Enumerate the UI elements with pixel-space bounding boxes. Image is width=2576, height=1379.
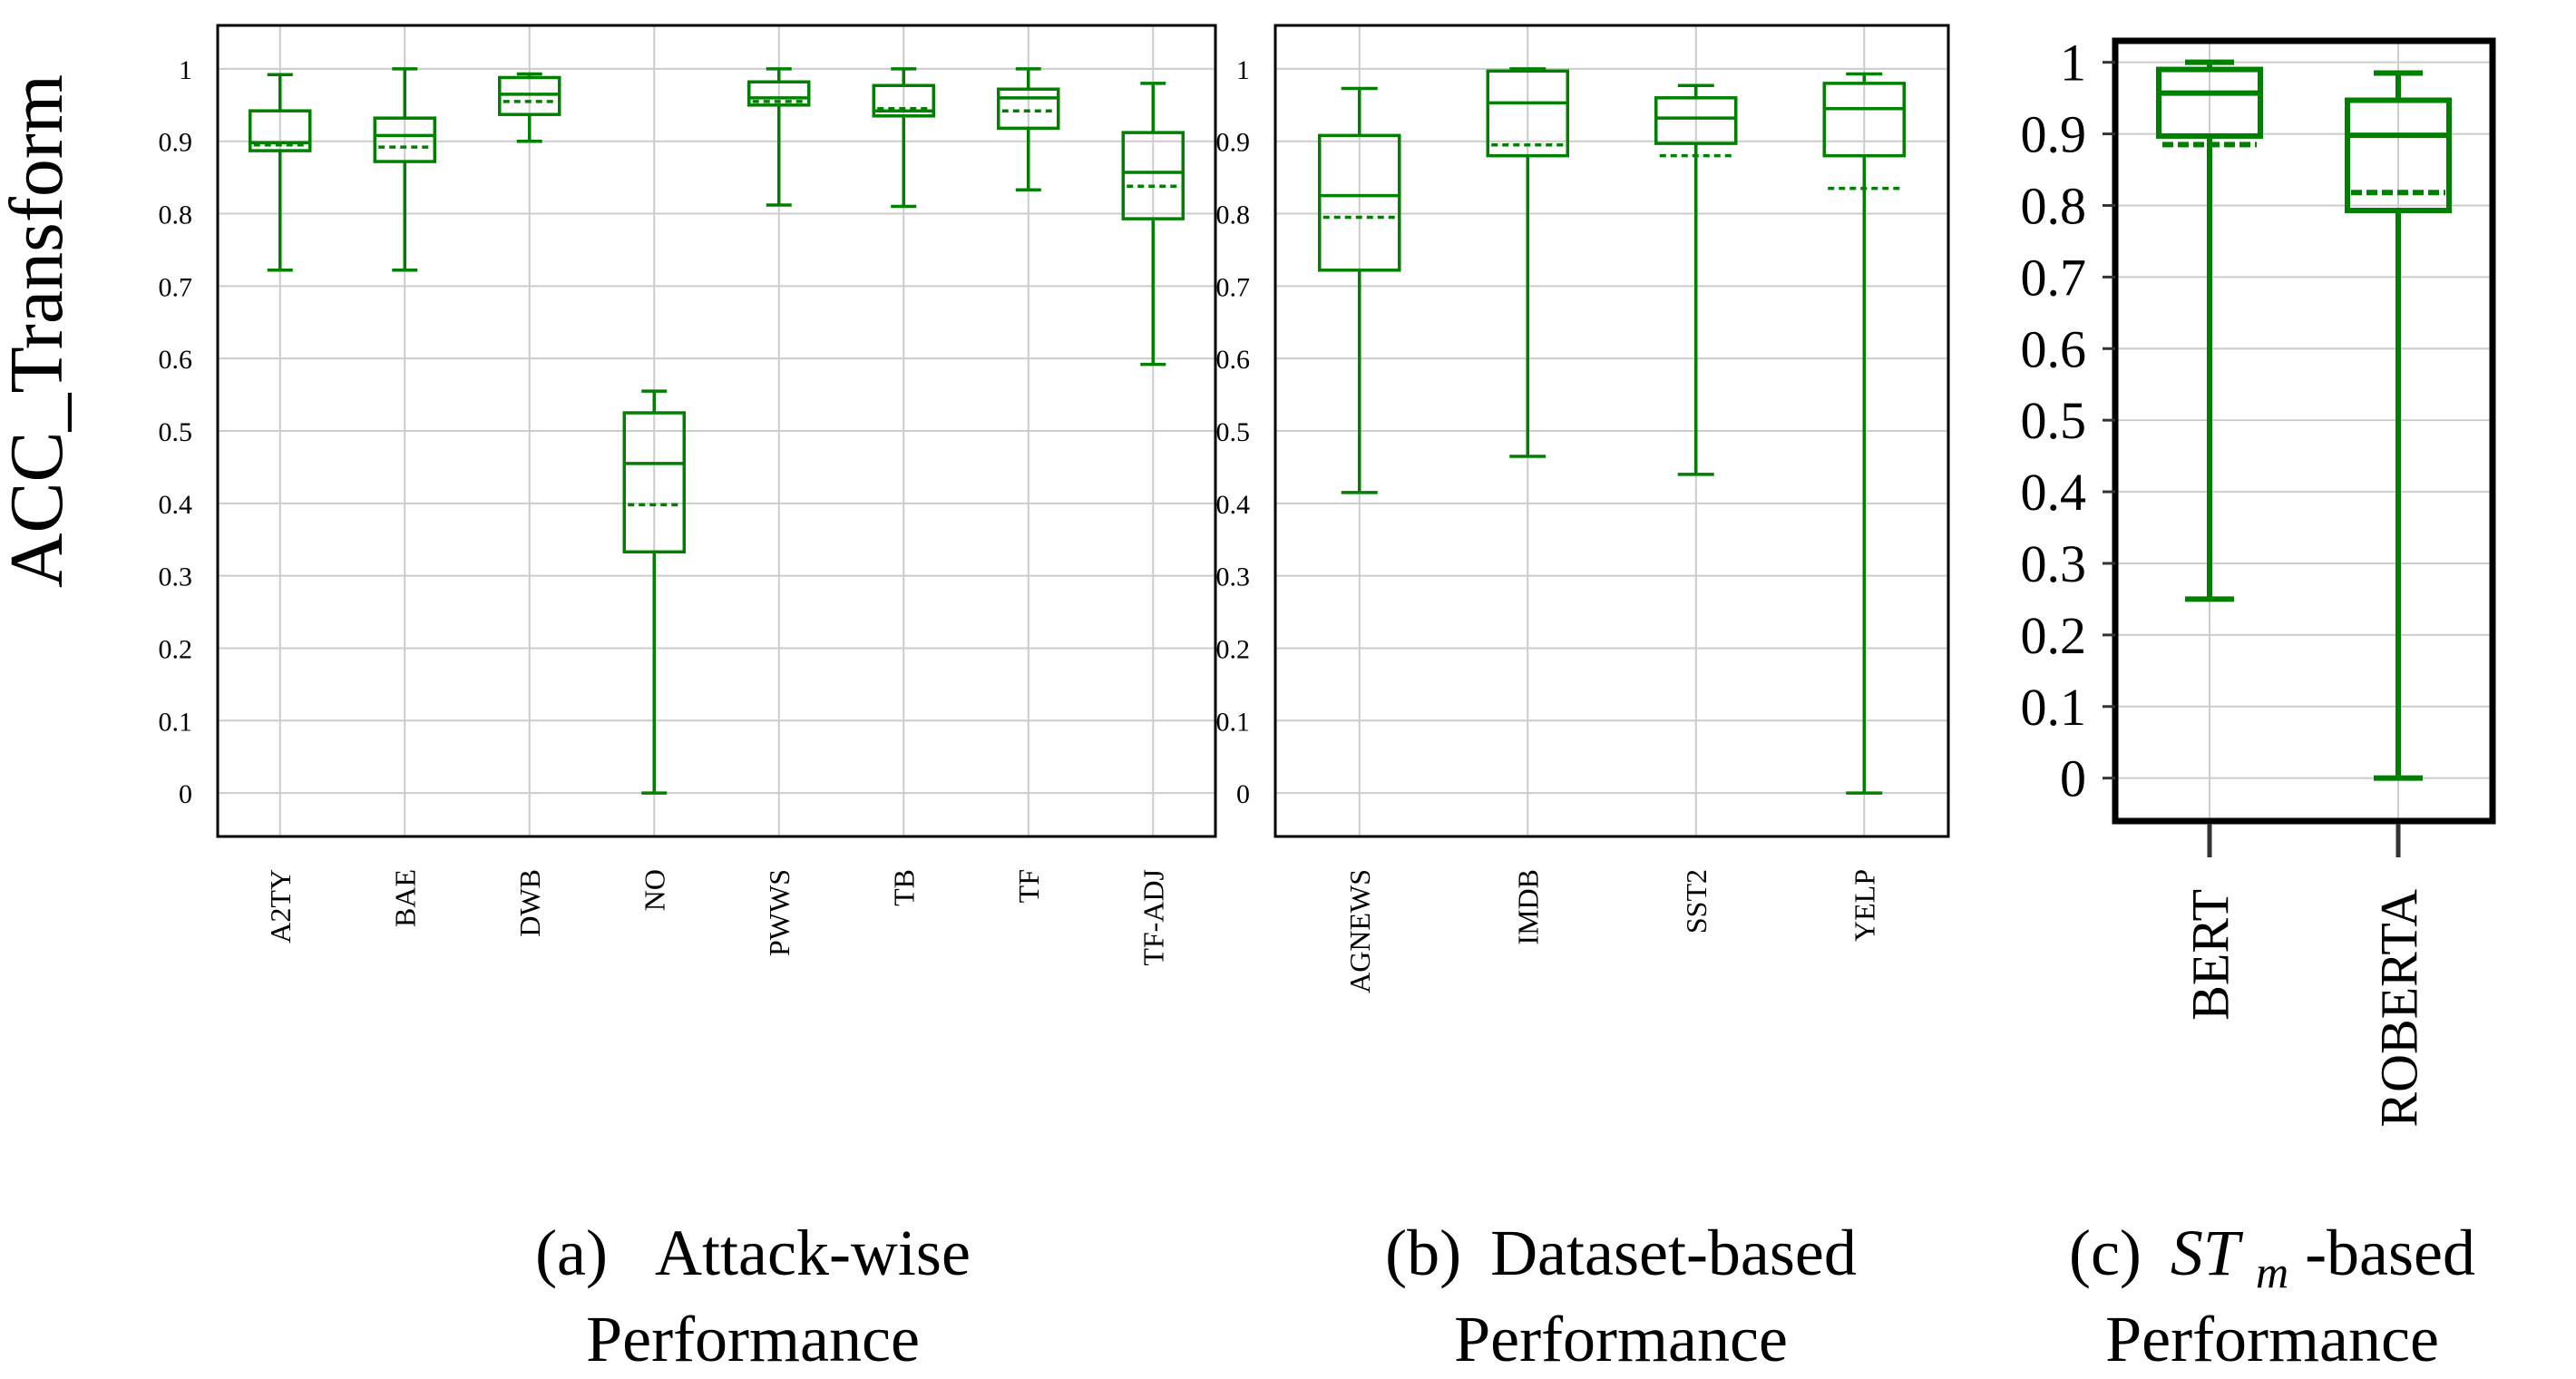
panel-a-ytick-label-3: 0.3 bbox=[159, 562, 193, 592]
panel-c-ytick-label-6: 0.6 bbox=[2021, 319, 2087, 378]
panel-c-category-label-1: ROBERTA bbox=[2369, 889, 2428, 1128]
panel-c-frame bbox=[2112, 37, 2496, 825]
panel-a-ytick-label-0: 0 bbox=[179, 779, 192, 809]
panel-a-category-label-4: PWWS bbox=[763, 869, 795, 956]
panel-b-frame bbox=[1273, 24, 1950, 838]
panel-a-box-group-0 bbox=[249, 73, 312, 272]
panel-b-ytick-label-3: 0.3 bbox=[1216, 562, 1251, 592]
panel-b-category-label-0: AGNEWS bbox=[1343, 869, 1376, 993]
panel-b-box-group-3 bbox=[1822, 72, 1906, 795]
panel-a-box-group-1 bbox=[373, 67, 436, 272]
panel-b-imdb-iqr-box bbox=[1486, 69, 1569, 158]
caption-c-suffix: -based bbox=[2305, 1217, 2475, 1289]
panel-c-box-group-1 bbox=[2345, 70, 2452, 781]
panel-c-ytick-label-10: 1 bbox=[2060, 34, 2086, 93]
panel-a-category-label-7: TF-ADJ bbox=[1137, 869, 1169, 966]
panel-a-frame bbox=[216, 24, 1217, 838]
panel-b-ytick-label-7: 0.7 bbox=[1216, 272, 1251, 302]
panel-b-sst2-iqr-box bbox=[1654, 96, 1738, 145]
panel-c-bert-iqr-box bbox=[2156, 66, 2263, 139]
caption-b-prefix: (b) bbox=[1385, 1217, 1461, 1289]
box-layer bbox=[249, 59, 2452, 795]
panel-c-ytick-label-5: 0.5 bbox=[2021, 391, 2087, 450]
panel-a-ytick-label-7: 0.7 bbox=[159, 272, 193, 302]
panel-c-ytick-label-0: 0 bbox=[2060, 749, 2086, 808]
panel-c-ytick-label-3: 0.3 bbox=[2021, 534, 2087, 593]
frame-layer bbox=[216, 24, 2496, 857]
caption-c-line1: (c) ST m -based bbox=[2069, 1217, 2475, 1302]
grid-layer bbox=[218, 25, 2493, 836]
panel-a-no-iqr-box bbox=[622, 411, 686, 554]
caption-b-line2: Performance bbox=[1454, 1303, 1788, 1375]
panel-b-ytick-label-5: 0.5 bbox=[1216, 417, 1251, 447]
caption-a-line2: Performance bbox=[586, 1303, 920, 1375]
panel-a-box-group-7 bbox=[1121, 82, 1185, 367]
panel-b-ytick-label-0: 0 bbox=[1236, 779, 1250, 809]
panel-b-box-group-1 bbox=[1486, 67, 1569, 458]
panel-b-category-label-3: YELP bbox=[1848, 869, 1880, 942]
panel-c-category-label-0: BERT bbox=[2181, 889, 2239, 1021]
panel-a-bae-iqr-box bbox=[373, 116, 436, 163]
caption-a-prefix: (a) bbox=[535, 1217, 608, 1289]
panel-b-category-label-2: SST2 bbox=[1680, 869, 1712, 934]
caption-c-sub: m bbox=[2256, 1247, 2288, 1297]
panel-c-ytick-label-9: 0.9 bbox=[2021, 105, 2087, 164]
panel-c-ytick-label-4: 0.4 bbox=[2021, 463, 2087, 522]
panel-c-ytick-label-7: 0.7 bbox=[2021, 248, 2087, 307]
panel-a-ytick-label-5: 0.5 bbox=[159, 417, 193, 447]
panel-c-roberta-iqr-box bbox=[2345, 97, 2452, 213]
panel-b-ytick-label-2: 0.2 bbox=[1216, 634, 1251, 664]
panel-a-category-label-5: TB bbox=[887, 869, 920, 906]
panel-c-ytick-label-8: 0.8 bbox=[2021, 176, 2087, 235]
panel-a-category-label-6: TF bbox=[1012, 869, 1045, 903]
caption-a-line1: (a) Attack-wise bbox=[535, 1217, 971, 1289]
caption-c-prefix: (c) bbox=[2069, 1217, 2142, 1289]
panel-a-ytick-label-6: 0.6 bbox=[159, 345, 193, 375]
panel-b-agnews-iqr-box bbox=[1318, 133, 1401, 272]
panel-c-ytick-label-2: 0.2 bbox=[2021, 606, 2087, 665]
panel-a-category-label-0: A2TY bbox=[264, 869, 297, 944]
y-axis-label: ACC_Transform bbox=[0, 74, 79, 588]
panel-c-ytick-label-1: 0.1 bbox=[2021, 678, 2087, 737]
panel-a-category-label-1: BAE bbox=[388, 869, 421, 927]
caption-c-line2: Performance bbox=[2105, 1303, 2439, 1375]
panel-b-ytick-label-4: 0.4 bbox=[1216, 490, 1251, 520]
panel-b-ytick-label-1: 0.1 bbox=[1216, 707, 1251, 737]
panel-a-box-group-3 bbox=[622, 389, 686, 795]
panel-b-ytick-label-10: 1 bbox=[1236, 55, 1250, 85]
panel-a-a2ty-iqr-box bbox=[249, 109, 312, 152]
panel-a-category-label-2: DWB bbox=[513, 869, 546, 937]
panel-b-yelp-iqr-box bbox=[1822, 82, 1906, 158]
caption-b-title: Dataset-based bbox=[1490, 1217, 1857, 1289]
panel-b-ytick-label-9: 0.9 bbox=[1216, 128, 1251, 158]
caption-b-line1: (b) Dataset-based bbox=[1385, 1217, 1857, 1289]
panel-a-box-group-5 bbox=[872, 67, 935, 209]
panel-b-box-group-2 bbox=[1654, 83, 1738, 476]
panel-a-box-group-6 bbox=[997, 67, 1060, 191]
panel-a-tb-iqr-box bbox=[872, 83, 935, 118]
panel-b-category-label-1: IMDB bbox=[1511, 869, 1544, 945]
panel-a-tf-iqr-box bbox=[997, 87, 1060, 131]
panel-a-box-group-2 bbox=[498, 72, 561, 143]
panel-b-ytick-label-6: 0.6 bbox=[1216, 345, 1251, 375]
panel-a-category-label-3: NO bbox=[638, 869, 670, 911]
panel-b-ytick-label-8: 0.8 bbox=[1216, 200, 1251, 230]
panel-a-ytick-label-8: 0.8 bbox=[159, 200, 193, 230]
panel-a-ytick-label-2: 0.2 bbox=[159, 634, 193, 664]
panel-b-box-group-0 bbox=[1318, 86, 1401, 494]
panel-a-ytick-label-4: 0.4 bbox=[159, 490, 193, 520]
panel-a-tf-adj-iqr-box bbox=[1121, 131, 1185, 220]
panel-a-dwb-iqr-box bbox=[498, 75, 561, 116]
panel-a-pwws-iqr-box bbox=[747, 80, 811, 107]
text-layer: 0 0.1 0.2 0.3 0.4 0.5 0.6 0.7 0.8 0.9 1 A2TY BAE DWB N… bbox=[159, 34, 2429, 1128]
panel-a-box-group-4 bbox=[747, 67, 811, 207]
panel-c-box-group-0 bbox=[2156, 59, 2263, 602]
panel-a-ytick-label-9: 0.9 bbox=[159, 128, 193, 158]
caption-a-title: Attack-wise bbox=[655, 1217, 971, 1289]
panel-a-ytick-label-10: 1 bbox=[179, 55, 192, 85]
caption-c-st: ST bbox=[2171, 1217, 2244, 1289]
panel-a-ytick-label-1: 0.1 bbox=[159, 707, 193, 737]
